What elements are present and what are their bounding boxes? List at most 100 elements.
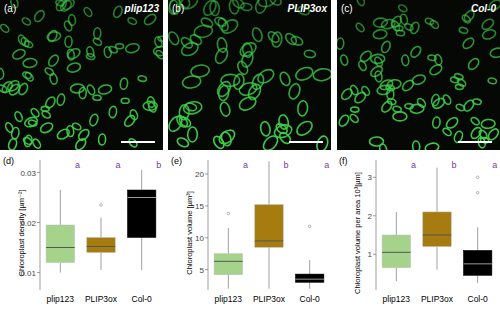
chloroplast-cell (412, 141, 420, 150)
chloroplast-cell (147, 101, 157, 113)
median (46, 247, 74, 248)
chloroplast-cell (44, 95, 57, 109)
chloroplast-cell (67, 49, 75, 61)
chloroplast-cell (63, 20, 73, 32)
outlier (227, 212, 230, 215)
whisker-upper (269, 161, 270, 204)
chloroplast-cell (428, 63, 443, 77)
y-tick-label: 10 (195, 234, 204, 243)
chloroplast-cell (353, 90, 368, 104)
chloroplast-cell (246, 82, 263, 101)
chloroplast-cell (44, 67, 55, 77)
y-axis-line (376, 160, 377, 290)
chloroplast-cell (92, 37, 103, 47)
whisker-upper (141, 170, 142, 190)
median (255, 240, 283, 241)
panel-label: (a) (4, 3, 16, 14)
chloroplast-cell (23, 58, 38, 68)
y-axis-label: Chloroplast volume per area 10³[µm] (353, 172, 362, 294)
chloroplast-cell (79, 87, 87, 99)
chloroplast-cell (399, 13, 408, 25)
panel-title: PLIP3ox (288, 3, 328, 14)
y-tick (37, 222, 40, 223)
scale-bar (121, 141, 155, 143)
chloroplast-cell (254, 0, 268, 15)
cells (168, 0, 331, 150)
chloroplast-cell (189, 33, 204, 47)
chloroplast-cell (461, 14, 472, 25)
chloroplast-cell (231, 0, 245, 10)
y-axis-label: Chloroplast volume [µm³] (185, 191, 194, 275)
chloroplast-cell (0, 68, 4, 79)
significance-letter: b (156, 160, 161, 170)
chloroplast-cell (261, 133, 280, 150)
x-tick-label: PLIP3ox (253, 294, 286, 304)
y-tick (205, 269, 208, 270)
chloroplast-cell (143, 12, 158, 26)
chloroplast-cell (31, 138, 42, 150)
chloroplast-cell (459, 27, 469, 35)
marks (382, 168, 492, 283)
box (87, 238, 115, 253)
chloroplast-cell (183, 100, 203, 115)
chloroplast-cell (409, 21, 421, 35)
chloroplast-cell (23, 135, 33, 148)
chloroplast-cell (218, 85, 230, 102)
chloroplast-cell (39, 121, 54, 135)
chloroplast-cell (380, 40, 392, 54)
panel-label: (f) (339, 156, 348, 166)
y-axis-line (208, 160, 209, 290)
chloroplast-cell (304, 50, 316, 58)
whisker-lower (60, 263, 61, 273)
chloroplast-cell (251, 27, 264, 43)
chloroplast-cell (30, 107, 41, 118)
chloroplast-cell (481, 28, 497, 41)
box (382, 235, 410, 268)
whisker-lower (141, 238, 142, 271)
outlier (100, 204, 103, 207)
chloroplast-cell (168, 30, 181, 46)
micrograph-background (337, 0, 500, 150)
chloroplast-cell (240, 2, 252, 11)
x-tick-label: Col-0 (468, 294, 489, 304)
significance-letter: a (411, 160, 416, 170)
median (87, 246, 115, 247)
chloroplast-cell (312, 67, 331, 82)
chloroplast-cell (121, 98, 129, 103)
chloroplast-cell (56, 127, 71, 141)
median (382, 252, 410, 253)
cells (337, 0, 500, 150)
box (255, 205, 283, 248)
chloroplast-cell (7, 138, 18, 150)
chloroplast-cell (66, 125, 74, 137)
chloroplast-cell (351, 107, 360, 113)
y-axis-label: Chloroplast density [µm⁻²] (17, 189, 26, 276)
chloroplast-cell (425, 17, 435, 25)
chloroplast-cell (11, 48, 27, 61)
chloroplast-cell (221, 74, 240, 87)
panel-label: (e) (171, 156, 182, 166)
box (423, 212, 451, 247)
whisker-lower (396, 268, 397, 281)
chloroplast-cell (409, 45, 423, 59)
chloroplast-cell (294, 65, 315, 82)
box (295, 274, 323, 282)
chloroplast-cell (14, 111, 24, 123)
chloroplast-cell (123, 114, 137, 129)
whisker-upper (477, 227, 478, 250)
chloroplast-cell (398, 4, 409, 13)
chloroplast-cell (119, 78, 128, 90)
marks (214, 161, 324, 288)
micrograph: (a)plip123 (0, 0, 168, 152)
chloroplast-cell (358, 49, 373, 63)
chloroplast-cell (86, 84, 96, 96)
chloroplast-cell (23, 116, 38, 129)
micrograph: (c)Col-0 (336, 0, 500, 155)
chloroplast-cell (340, 87, 354, 101)
whisker-lower (309, 282, 310, 288)
scale-bar (458, 141, 492, 143)
chloroplast-cell (461, 36, 476, 50)
significance-letter: a (492, 160, 497, 170)
chloroplast-cell (401, 78, 416, 92)
chloroplast-cell (93, 95, 102, 101)
